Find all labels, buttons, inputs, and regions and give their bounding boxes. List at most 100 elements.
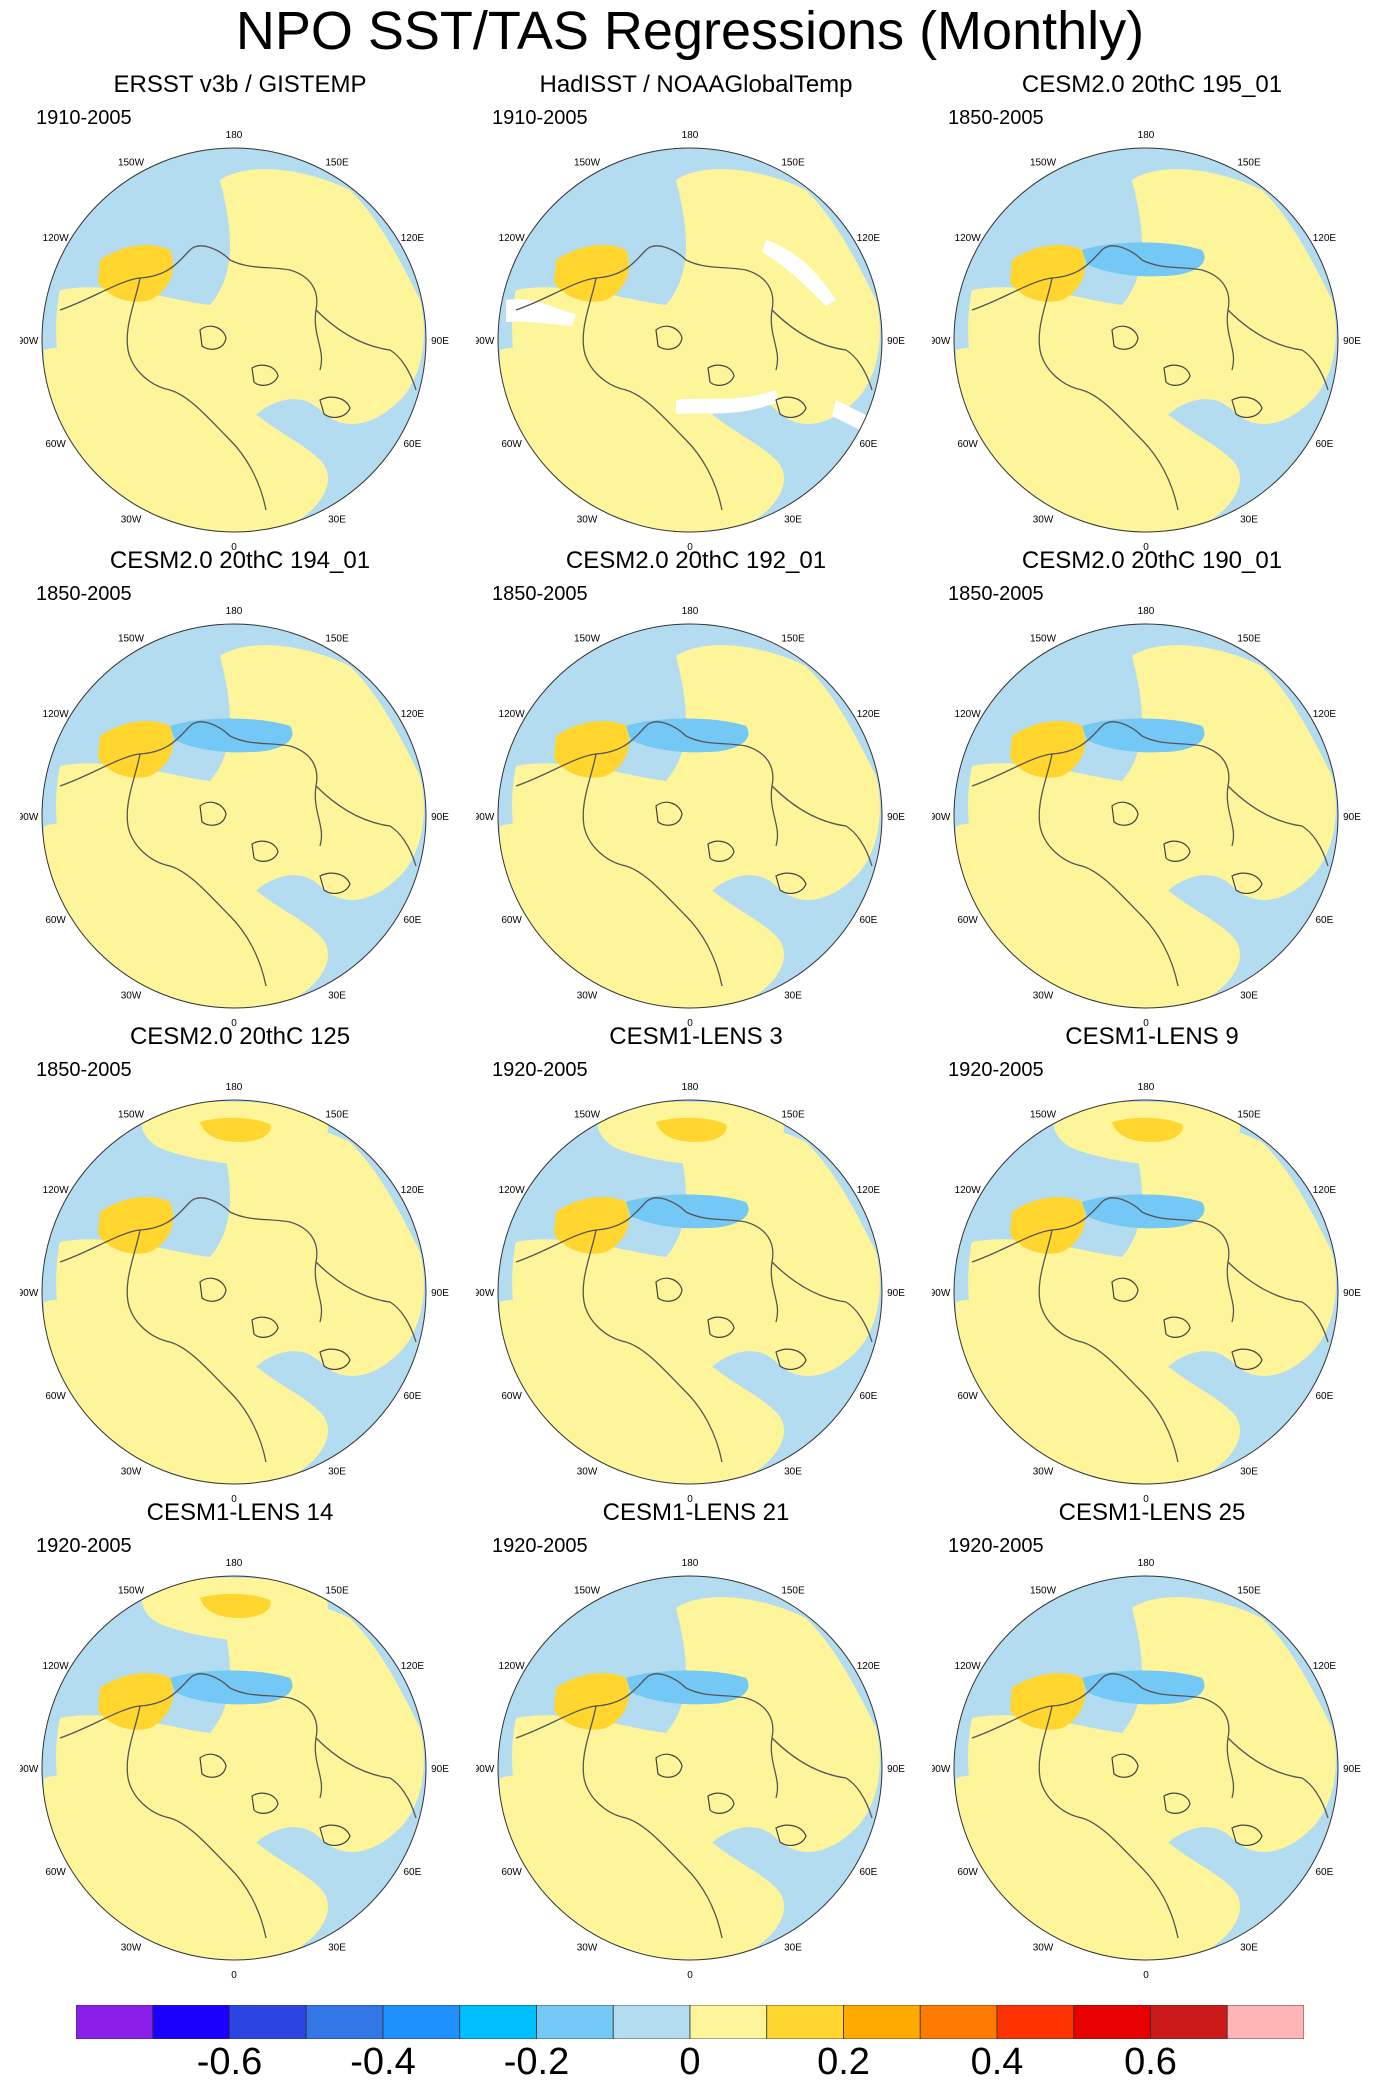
longitude-label: 120E bbox=[401, 1661, 425, 1672]
coastline bbox=[59, 245, 417, 511]
map-field bbox=[498, 1100, 882, 1484]
moderate-positive-area bbox=[554, 1673, 630, 1730]
map-panel: CESM1-LENS 9 1920-2005 180 150E 120E 90E 60E 30… bbox=[932, 1022, 1372, 1502]
longitude-label: 60W bbox=[957, 1867, 978, 1878]
positive-anomaly-area bbox=[44, 823, 329, 1008]
map-border bbox=[497, 1575, 883, 1961]
figure-title: NPO SST/TAS Regressions (Monthly) bbox=[235, 1, 1145, 61]
map-field bbox=[954, 624, 1338, 1008]
longitude-label: 120E bbox=[1313, 1661, 1337, 1672]
longitude-label: 60W bbox=[957, 1391, 978, 1402]
longitude-label: 120E bbox=[1313, 1185, 1337, 1196]
map-border bbox=[953, 1575, 1339, 1961]
longitude-label: 30W bbox=[121, 1466, 142, 1477]
longitude-label: 30W bbox=[577, 514, 598, 525]
lake-outline bbox=[1111, 1277, 1263, 1370]
moderate-positive-area bbox=[1112, 1117, 1183, 1142]
colorbar-swatch bbox=[612, 2004, 691, 2040]
lake-outline bbox=[1111, 801, 1263, 894]
colorbar-tick-label: -0.4 bbox=[350, 2041, 416, 2083]
colorbar-swatch bbox=[1150, 2004, 1228, 2040]
coastline bbox=[59, 721, 417, 987]
longitude-label: 150E bbox=[325, 158, 349, 169]
colorbar-swatches bbox=[75, 2004, 1305, 2040]
longitude-label: 150W bbox=[1030, 1586, 1057, 1597]
longitude-label: 150E bbox=[1237, 158, 1261, 169]
lake-outline bbox=[1111, 1753, 1263, 1846]
positive-anomaly-area bbox=[500, 347, 785, 532]
lake-outline bbox=[1111, 325, 1263, 418]
map-field bbox=[42, 1100, 426, 1484]
colorbar-tick-label: -0.2 bbox=[503, 2041, 570, 2083]
longitude-label: 120E bbox=[857, 233, 881, 244]
longitude-label: 180 bbox=[226, 1082, 243, 1093]
longitude-label: 150W bbox=[118, 1586, 145, 1597]
colorbar-swatch bbox=[766, 2004, 844, 2040]
longitude-label: 30E bbox=[784, 1942, 802, 1953]
longitude-label: 30W bbox=[577, 1942, 598, 1953]
longitude-label: 30E bbox=[328, 1466, 346, 1477]
lake-outline bbox=[655, 1277, 807, 1370]
coastline bbox=[59, 1673, 417, 1939]
longitude-label: 90E bbox=[431, 812, 449, 823]
missing-data-area bbox=[506, 240, 876, 436]
longitude-label: 60E bbox=[860, 1867, 878, 1878]
colorbar-swatch bbox=[996, 2004, 1075, 2040]
longitude-label: 0 bbox=[687, 1018, 693, 1026]
panel-title: HadISST / NOAAGlobalTemp bbox=[539, 71, 853, 98]
longitude-label: 90E bbox=[887, 812, 905, 823]
map-border bbox=[41, 1575, 427, 1961]
longitude-label: 90W bbox=[932, 1764, 951, 1775]
longitude-label: 60W bbox=[501, 1391, 522, 1402]
coastline bbox=[515, 1673, 873, 1939]
longitude-label: 0 bbox=[231, 542, 237, 550]
longitude-label: 90W bbox=[476, 1764, 495, 1775]
positive-anomaly-area bbox=[44, 347, 329, 532]
longitude-label: 60E bbox=[404, 1391, 422, 1402]
positive-anomaly-area bbox=[500, 823, 785, 1008]
longitude-label: 90E bbox=[887, 336, 905, 347]
colorbar-tick-label: -0.6 bbox=[196, 2041, 263, 2083]
panel-period: 1920-2005 bbox=[948, 1059, 1044, 1081]
map-field bbox=[42, 624, 426, 1008]
colorbar-tick-label: 0.2 bbox=[817, 2041, 870, 2083]
longitude-label: 0 bbox=[231, 1018, 237, 1026]
moderate-positive-area bbox=[98, 245, 174, 302]
longitude-label: 120E bbox=[1313, 709, 1337, 720]
positive-anomaly-area bbox=[44, 1775, 329, 1960]
map-panel: CESM2.0 20thC 190_01 1850-2005 180 150E 120E… bbox=[932, 546, 1372, 1026]
colorbar-swatch bbox=[689, 2004, 768, 2040]
colorbar-swatch bbox=[229, 2004, 307, 2040]
longitude-label: 150W bbox=[1030, 634, 1057, 645]
map-border bbox=[953, 623, 1339, 1009]
longitude-label: 30W bbox=[1033, 514, 1054, 525]
panel-period: 1910-2005 bbox=[492, 107, 588, 129]
map-field bbox=[498, 1576, 882, 1960]
longitude-label: 30W bbox=[1033, 1466, 1054, 1477]
longitude-label: 150E bbox=[781, 1110, 805, 1121]
longitude-label: 120E bbox=[1313, 233, 1337, 244]
map-panel: CESM2.0 20thC 195_01 1850-2005 180 150E 120E… bbox=[932, 70, 1372, 550]
coastline bbox=[971, 1197, 1329, 1463]
polar-map: 180 150E 120E 90E 60E 30E 0 30W 60W 90W 120W 150W bbox=[932, 1558, 1361, 1978]
colorbar-swatch bbox=[1073, 2004, 1151, 2040]
map-field bbox=[954, 1576, 1338, 1960]
colorbar-tick-label: 0.4 bbox=[970, 2041, 1024, 2083]
map-panel: CESM1-LENS 25 1920-2005 180 150E 120E 90E 60E 3… bbox=[932, 1498, 1372, 1978]
longitude-label: 180 bbox=[1138, 1558, 1155, 1569]
longitude-label: 0 bbox=[231, 1970, 237, 1978]
polar-map: 180 150E 120E 90E 60E 30E 0 30W 60W 90W 120W 150W bbox=[932, 1082, 1361, 1502]
longitude-label: 90E bbox=[1343, 1764, 1361, 1775]
map-border bbox=[953, 147, 1339, 533]
map-border bbox=[41, 147, 427, 533]
longitude-label: 60E bbox=[1316, 915, 1334, 926]
longitude-label: 0 bbox=[231, 1494, 237, 1502]
polar-map: 180 150E 120E 90E 60E 30E 0 30W 60W 90W 120W 150W bbox=[476, 1558, 905, 1978]
positive-anomaly-area bbox=[956, 1775, 1241, 1960]
longitude-label: 180 bbox=[226, 130, 243, 141]
positive-anomaly-area bbox=[500, 1299, 785, 1484]
longitude-label: 30W bbox=[1033, 1942, 1054, 1953]
longitude-label: 120E bbox=[857, 1661, 881, 1672]
longitude-label: 60W bbox=[501, 1867, 522, 1878]
longitude-label: 90E bbox=[1343, 336, 1361, 347]
